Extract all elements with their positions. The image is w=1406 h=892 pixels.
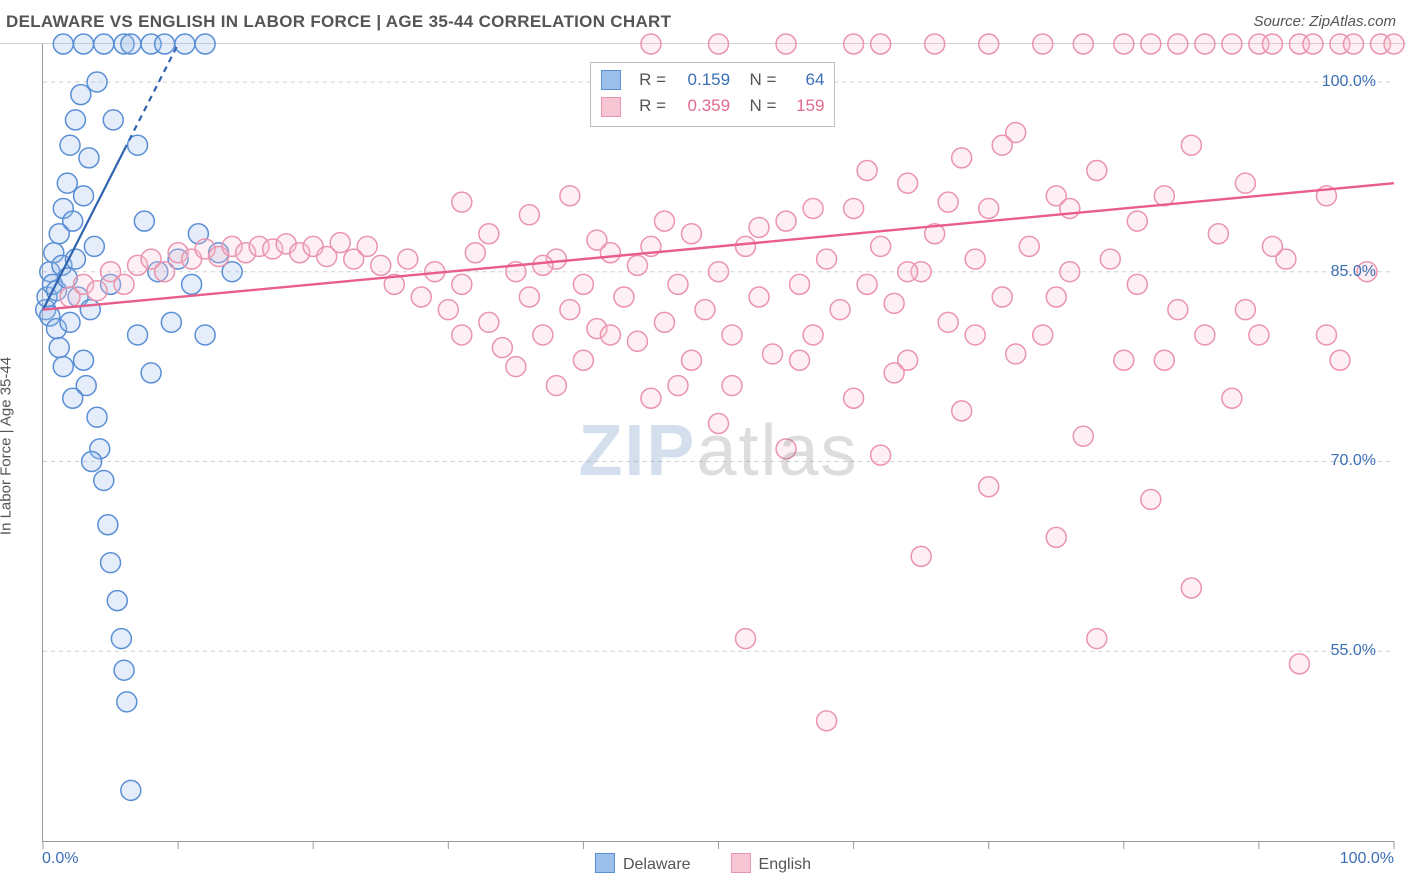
stat-row: R = 0.359 N = 159 bbox=[601, 93, 824, 119]
y-tick-label: 55.0% bbox=[1331, 642, 1376, 660]
legend-swatch bbox=[595, 853, 615, 873]
stat-n-label: N = bbox=[740, 67, 776, 93]
plot-area: ZIPatlas R =0.159 N =64R =0.359 N =159 5… bbox=[42, 44, 1394, 842]
y-tick-label: 100.0% bbox=[1322, 73, 1376, 91]
footer-legend: Delaware English bbox=[595, 853, 811, 874]
x-axis-max-label: 100.0% bbox=[1340, 850, 1394, 868]
x-axis-min-label: 0.0% bbox=[42, 850, 78, 868]
stat-r-value: 0.159 bbox=[676, 67, 730, 93]
source-label: Source: ZipAtlas.com bbox=[1253, 13, 1396, 30]
stat-r-value: 0.359 bbox=[676, 93, 730, 119]
stat-r-label: R = bbox=[639, 67, 666, 93]
y-tick-label: 70.0% bbox=[1331, 452, 1376, 470]
y-tick-label: 85.0% bbox=[1331, 263, 1376, 281]
legend-swatch bbox=[601, 70, 621, 90]
stat-row: R = 0.159 N = 64 bbox=[601, 67, 824, 93]
legend-swatch bbox=[601, 97, 621, 117]
legend-label: English bbox=[759, 856, 811, 873]
chart-container: DELAWARE VS ENGLISH IN LABOR FORCE | AGE… bbox=[0, 0, 1406, 892]
chart-title: DELAWARE VS ENGLISH IN LABOR FORCE | AGE… bbox=[6, 12, 671, 32]
correlation-stats-box: R = 0.159 N = 64 R = 0.359 N = 159 bbox=[590, 62, 835, 127]
legend-swatch bbox=[731, 853, 751, 873]
legend-item: Delaware bbox=[595, 853, 691, 874]
stat-n-value: 159 bbox=[786, 93, 824, 119]
y-axis-label: In Labor Force | Age 35-44 bbox=[0, 268, 15, 446]
stat-n-label: N = bbox=[740, 93, 776, 119]
stat-r-label: R = bbox=[639, 93, 666, 119]
legend-label: Delaware bbox=[623, 856, 691, 873]
stat-n-value: 64 bbox=[786, 67, 824, 93]
plot-svg bbox=[43, 44, 1394, 841]
legend-item: English bbox=[731, 853, 811, 874]
